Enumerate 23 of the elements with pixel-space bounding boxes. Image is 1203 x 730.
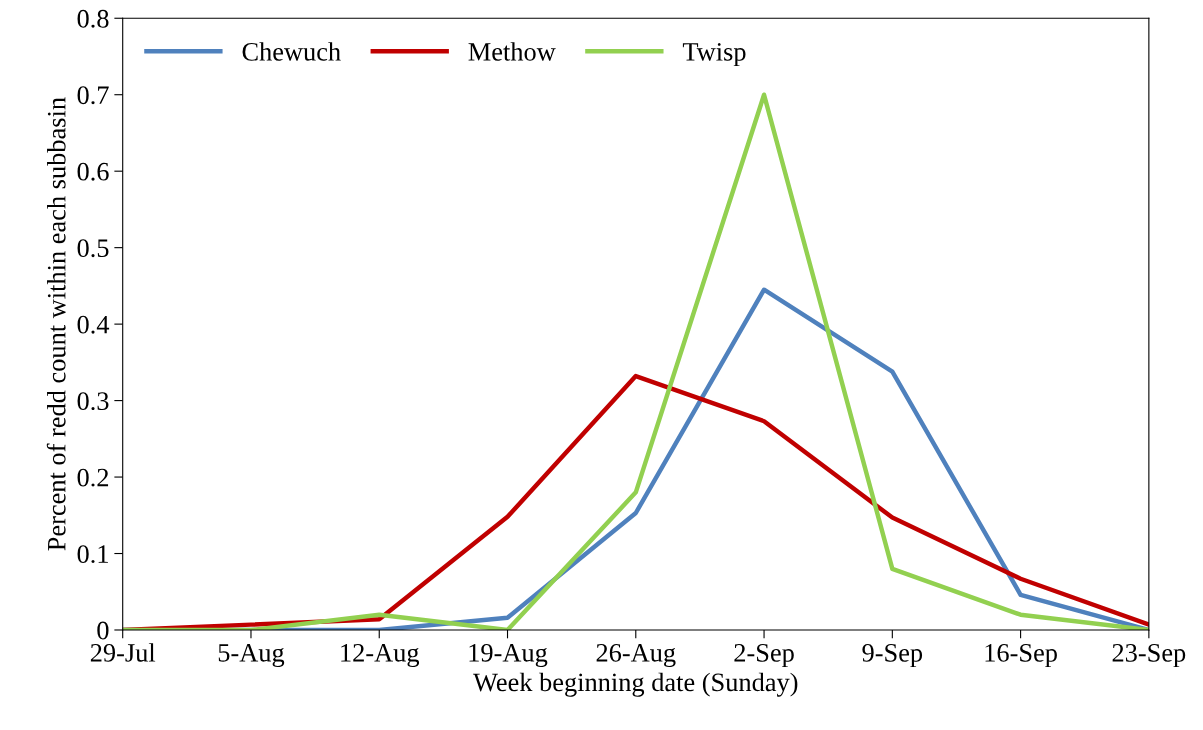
y-tick-label: 0.3 — [77, 392, 109, 411]
y-tick-label: 0.4 — [77, 315, 110, 334]
legend-label: Chewuch — [242, 42, 341, 61]
y-tick-label: 0.2 — [77, 468, 109, 487]
y-tick-label: 0.7 — [77, 86, 109, 105]
y-tick-label: 0.8 — [77, 9, 109, 28]
x-tick-label: 2-Sep — [734, 644, 794, 668]
x-tick-label: 9-Sep — [862, 644, 923, 668]
x-tick-label: 5-Aug — [218, 644, 285, 668]
y-axis-title: Percent of redd count within each subbasin — [46, 97, 66, 551]
x-tick-label: 16-Sep — [985, 644, 1057, 668]
y-tick-label: 0.5 — [77, 239, 109, 258]
y-tick-label: 0 — [97, 621, 109, 640]
x-tick-label: 12-Aug — [341, 643, 420, 668]
x-tick-label: 23-Sep — [1112, 644, 1186, 668]
legend-label: Twisp — [682, 43, 746, 67]
x-tick-label: 26-Aug — [596, 643, 676, 668]
x-axis-title: Week beginning date (Sunday) — [473, 672, 798, 697]
x-tick-label: 19-Aug — [469, 643, 548, 668]
y-tick-label: 0.6 — [77, 162, 109, 181]
x-tick-label: 29-Jul — [90, 643, 156, 662]
y-tick-label: 0.1 — [77, 545, 108, 564]
legend-label: Methow — [468, 42, 556, 61]
